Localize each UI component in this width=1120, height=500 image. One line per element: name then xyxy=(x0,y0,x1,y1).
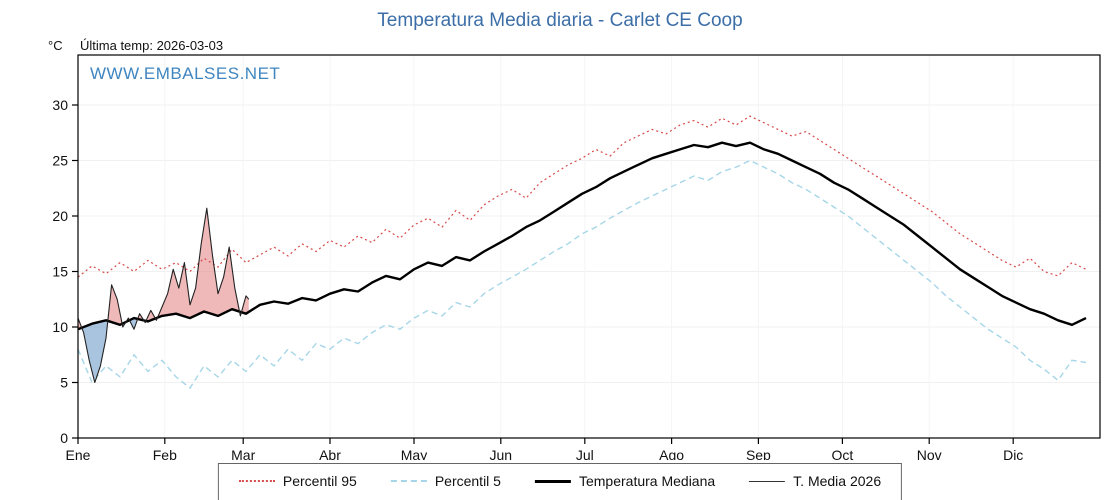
svg-text:15: 15 xyxy=(52,264,68,280)
legend: Percentil 95 Percentil 5 Temperatura Med… xyxy=(217,463,903,500)
svg-text:Dic: Dic xyxy=(1003,447,1023,460)
legend-item-media-2026: T. Media 2026 xyxy=(749,473,881,489)
svg-text:Sep: Sep xyxy=(746,447,771,460)
svg-text:30: 30 xyxy=(52,97,68,113)
legend-item-percentil-5: Percentil 5 xyxy=(390,473,501,489)
temperature-chart-plot: 0 5 10 15 20 25 30 Ene Feb Mar Abr May Jun Jul Ago Sep O… xyxy=(52,54,1101,460)
svg-text:10: 10 xyxy=(52,319,68,335)
svg-text:5: 5 xyxy=(60,375,68,391)
legend-label-percentil-5: Percentil 5 xyxy=(434,473,501,489)
svg-text:25: 25 xyxy=(52,153,68,169)
svg-text:Feb: Feb xyxy=(153,447,177,460)
watermark: WWW.EMBALSES.NET xyxy=(90,64,281,83)
svg-text:Oct: Oct xyxy=(832,447,854,460)
svg-text:Mar: Mar xyxy=(231,447,255,460)
svg-text:Abr: Abr xyxy=(319,447,341,460)
mediana-line-icon xyxy=(534,479,571,483)
svg-text:Jul: Jul xyxy=(576,447,594,460)
legend-label-media-2026: T. Media 2026 xyxy=(793,473,882,489)
legend-item-percentil-95: Percentil 95 xyxy=(238,473,357,489)
media-2026-line-icon xyxy=(749,480,786,482)
svg-text:Nov: Nov xyxy=(917,447,942,460)
last-temp-annotation: Última temp: 2026-03-03 xyxy=(80,38,224,53)
y-axis-unit-label: °C xyxy=(48,38,63,53)
svg-text:Ene: Ene xyxy=(66,447,91,460)
legend-label-percentil-95: Percentil 95 xyxy=(282,473,357,489)
svg-text:May: May xyxy=(401,447,427,460)
svg-text:Jun: Jun xyxy=(490,447,513,460)
legend-label-mediana: Temperatura Mediana xyxy=(578,473,716,489)
percentil-5-line-icon xyxy=(390,480,427,482)
chart-title: Temperatura Media diaria - Carlet CE Coo… xyxy=(377,10,743,31)
svg-text:0: 0 xyxy=(60,430,68,446)
svg-text:20: 20 xyxy=(52,208,68,224)
percentil-95-line-icon xyxy=(238,480,275,482)
svg-text:Ago: Ago xyxy=(659,447,684,460)
legend-item-mediana: Temperatura Mediana xyxy=(534,473,716,489)
